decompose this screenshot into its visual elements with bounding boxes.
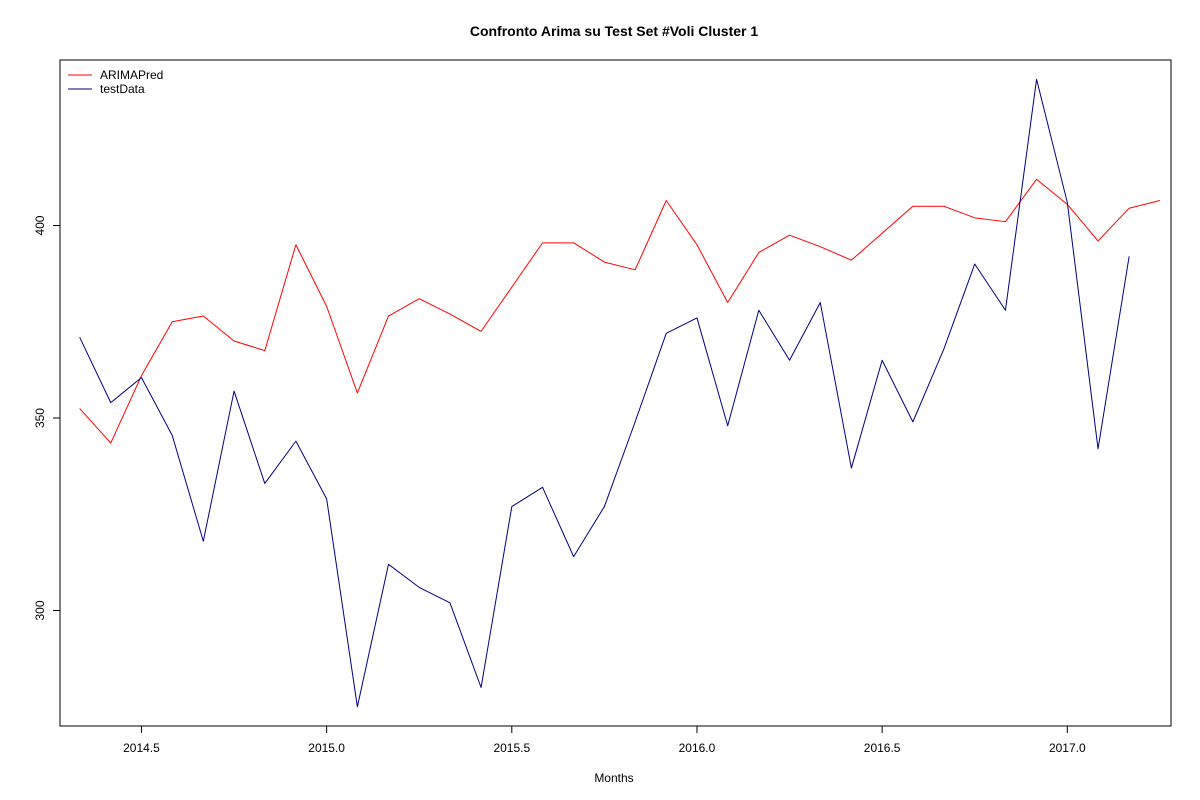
x-axis: 2014.5 2015.0 2015.5 2016.0 2016.5 2017.0 [123, 726, 1086, 755]
x-tick-label: 2014.5 [123, 741, 160, 755]
series-line-arimapred [79, 178, 1161, 444]
x-tick-label: 2017.0 [1049, 741, 1086, 755]
series-layer [79, 78, 1161, 708]
x-tick-label: 2015.5 [493, 741, 530, 755]
series-line-testdata [79, 78, 1130, 708]
legend-label: ARIMAPred [100, 68, 163, 82]
plot-area [59, 59, 1172, 727]
y-tick-label: 350 [33, 408, 47, 428]
x-tick-label: 2016.5 [864, 741, 901, 755]
y-tick-label: 300 [33, 600, 47, 620]
x-axis-label: Months [594, 771, 633, 785]
y-axis: 300 350 400 [33, 215, 60, 621]
chart-title: Confronto Arima su Test Set #Voli Cluste… [470, 23, 759, 39]
x-tick-label: 2015.0 [308, 741, 345, 755]
x-tick-label: 2016.0 [679, 741, 716, 755]
y-tick-label: 400 [33, 215, 47, 235]
legend-label: testData [100, 82, 145, 96]
